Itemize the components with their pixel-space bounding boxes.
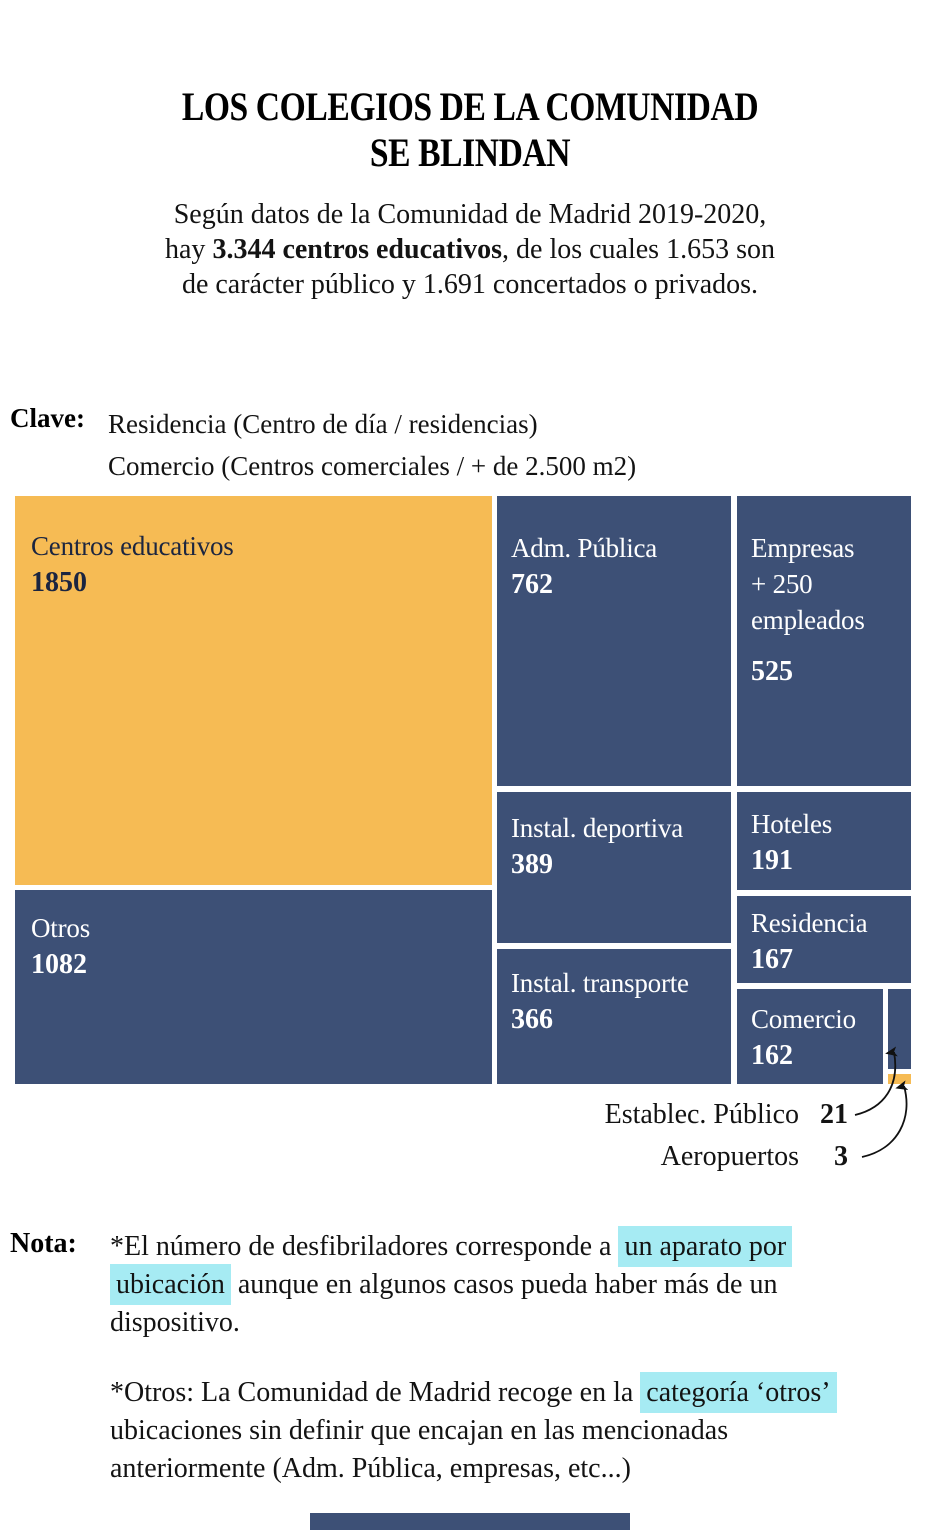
intro-line-2-pre: hay [165,234,213,265]
callout-aeropuertos: Aeropuertos 3 [605,1136,848,1178]
block-label: Instal. transporte [511,968,689,998]
treemap-callouts: Establec. Público 21 Aeropuertos 3 [605,1094,848,1178]
note-p1-l2-post: aunque en algunos casos pueda haber más … [230,1269,778,1300]
callout-value: 21 [820,1099,848,1130]
title-line-2: SE BLINDAN [369,130,571,175]
intro-line-1: Según datos de la Comunidad de Madrid 20… [173,199,767,230]
note-text: *El número de desfibriladores correspond… [110,1226,920,1488]
bottom-bar [310,1513,630,1530]
intro-line-2: hay 3.344 centros educativos, de los cua… [0,232,940,267]
block-value: 191 [751,845,793,876]
key-line-comercio: Comercio (Centros comerciales / + de 2.5… [108,451,637,481]
treemap-block-establec-publico [888,989,911,1069]
treemap-block-instal-transporte: Instal. transporte 366 [497,949,731,1084]
key-line-residencia: Residencia (Centro de día / residencias) [108,409,538,439]
intro-paragraph: Según datos de la Comunidad de Madrid 20… [0,197,940,302]
block-value: 525 [751,656,793,687]
key-lines: Residencia (Centro de día / residencias)… [108,403,636,487]
block-label: Comercio [751,1004,856,1034]
block-label: Otros [31,913,90,943]
key-label: Clave: [10,403,85,433]
title-line-1: LOS COLEGIOS DE LA COMUNIDAD [181,84,759,129]
treemap-block-adm-publica: Adm. Pública 762 [497,496,731,786]
intro-line-2-bold: 3.344 centros educativos [212,234,503,265]
note-highlight-2: ubicación [110,1264,231,1305]
note-p1-line-3: dispositivo. [110,1307,240,1338]
treemap-block-comercio: Comercio 162 [737,989,883,1084]
block-label: Instal. deportiva [511,813,684,843]
treemap-block-centros-educativos: Centros educativos 1850 [15,496,492,885]
arrow-aeropuertos [861,1080,909,1158]
treemap-block-empresas: Empresas + 250 empleados 525 [737,496,911,786]
intro-line-3: de carácter público y 1.691 concertados … [181,269,759,300]
note-p2-l1-pre: *Otros: La Comunidad de Madrid recoge en… [110,1377,641,1408]
callout-establec-publico: Establec. Público 21 [605,1094,848,1136]
note-highlight-3: categoría ‘otros’ [640,1372,837,1413]
treemap-block-instal-deportiva: Instal. deportiva 389 [497,792,731,943]
note-highlight-1: un aparato por [618,1226,793,1267]
block-value: 389 [511,849,553,880]
block-label: Residencia [751,908,868,938]
page-title: LOS COLEGIOS DE LA COMUNIDAD SE BLINDAN [0,84,940,176]
note-p2-line-2: ubicaciones sin definir que encajan en l… [110,1415,729,1446]
treemap-block-residencia: Residencia 167 [737,896,911,983]
callout-label: Establec. Público [604,1099,799,1130]
block-label: Centros educativos [31,531,234,561]
block-value: 1082 [31,949,87,980]
block-value: 762 [511,569,553,600]
treemap-block-otros: Otros 1082 [15,890,492,1084]
note-label: Nota: [10,1228,77,1259]
note-paragraph-1: *El número de desfibriladores correspond… [110,1226,920,1342]
callout-value: 3 [834,1141,848,1172]
block-label: Hoteles [751,809,833,839]
block-label: Empresas + 250 empleados [751,533,865,635]
block-label: Adm. Pública [511,533,658,563]
callout-label: Aeropuertos [660,1141,799,1172]
intro-line-2-post: , de los cuales 1.653 son [502,234,775,265]
note-p2-line-3: anteriormente (Adm. Pública, empresas, e… [110,1453,631,1484]
block-value: 366 [511,1004,553,1035]
note-p1-line-1: *El número de desfibriladores correspond… [110,1226,920,1267]
note-paragraph-2: *Otros: La Comunidad de Madrid recoge en… [110,1372,920,1488]
note-p1-line-2: ubicación aunque en algunos casos pueda … [110,1264,920,1305]
treemap-block-aeropuertos [888,1074,911,1084]
block-value: 162 [751,1040,793,1071]
treemap-block-hoteles: Hoteles 191 [737,792,911,890]
note-p2-line-1: *Otros: La Comunidad de Madrid recoge en… [110,1372,920,1413]
block-value: 1850 [31,567,87,598]
note-p1-l1-pre: *El número de desfibriladores correspond… [110,1231,619,1262]
block-value: 167 [751,944,793,975]
